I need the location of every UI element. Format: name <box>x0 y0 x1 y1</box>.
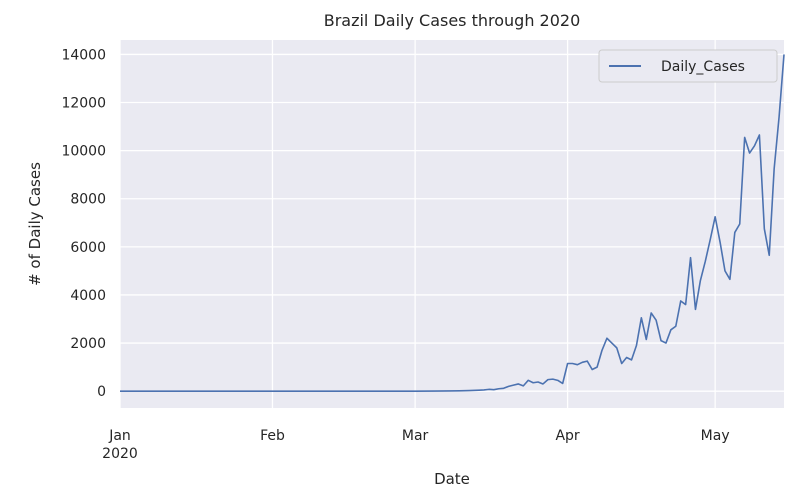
chart-title: Brazil Daily Cases through 2020 <box>324 11 581 30</box>
y-tick-label: 0 <box>97 384 106 400</box>
x-tick-label: Apr <box>555 428 579 444</box>
y-tick-label: 14000 <box>61 47 106 63</box>
legend-box <box>598 49 778 83</box>
y-tick-label: 12000 <box>61 96 106 112</box>
legend: Daily_Cases <box>598 49 778 83</box>
y-tick-label: 10000 <box>61 144 106 160</box>
ticks: 0 2000 4000 6000 8000 10000 12000 14000 Jan 2020 F… <box>61 47 729 462</box>
y-tick-label: 4000 <box>70 288 106 304</box>
x-tick-label: Mar <box>402 428 429 444</box>
y-tick-label: 2000 <box>70 336 106 352</box>
series-line-daily-cases <box>120 54 785 392</box>
series-layer <box>120 54 785 392</box>
x-axis-label: Date <box>434 470 470 488</box>
x-tick-label: May <box>701 428 730 444</box>
legend-label: Daily_Cases <box>661 59 745 75</box>
grid <box>119 40 784 408</box>
x-tick-label: Jan <box>108 428 131 444</box>
x-tick-label: Feb <box>260 428 285 444</box>
x-tick-sublabel: 2020 <box>102 446 138 462</box>
y-axis-label: # of Daily Cases <box>26 162 44 286</box>
y-tick-label: 6000 <box>70 240 106 256</box>
plot-area <box>120 40 784 408</box>
y-tick-label: 8000 <box>70 192 106 208</box>
